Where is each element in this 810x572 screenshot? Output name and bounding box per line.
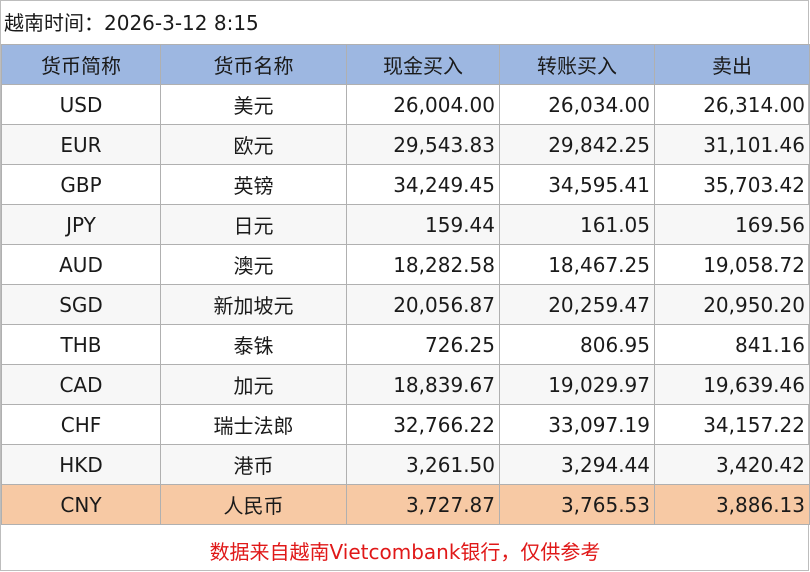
table-row: GBP 英镑 34,249.45 34,595.41 35,703.42 <box>1 164 810 205</box>
currency-code-cell: CNY <box>1 484 161 525</box>
sell-cell: 31,101.46 <box>654 124 810 165</box>
sell-cell: 3,420.42 <box>654 444 810 485</box>
header-transfer-buy: 转账买入 <box>499 44 655 85</box>
cash-buy-cell: 726.25 <box>346 324 500 365</box>
currency-code-cell: EUR <box>1 124 161 165</box>
cash-buy-cell: 29,543.83 <box>346 124 500 165</box>
currency-name-cell: 美元 <box>160 84 347 125</box>
exchange-rate-table: 货币简称 货币名称 现金买入 转账买入 卖出 USD 美元 26,004.00 … <box>1 44 810 525</box>
currency-name-cell: 新加坡元 <box>160 284 347 325</box>
table-row: CAD 加元 18,839.67 19,029.97 19,639.46 <box>1 364 810 405</box>
sell-cell: 35,703.42 <box>654 164 810 205</box>
sell-cell: 841.16 <box>654 324 810 365</box>
transfer-buy-cell: 29,842.25 <box>499 124 655 165</box>
sell-cell: 34,157.22 <box>654 404 810 445</box>
sell-cell: 169.56 <box>654 204 810 245</box>
cash-buy-cell: 34,249.45 <box>346 164 500 205</box>
transfer-buy-cell: 20,259.47 <box>499 284 655 325</box>
cash-buy-cell: 159.44 <box>346 204 500 245</box>
currency-name-cell: 英镑 <box>160 164 347 205</box>
table-row: JPY 日元 159.44 161.05 169.56 <box>1 204 810 245</box>
cash-buy-cell: 26,004.00 <box>346 84 500 125</box>
table-row: THB 泰铢 726.25 806.95 841.16 <box>1 324 810 365</box>
header-cash-buy: 现金买入 <box>346 44 500 85</box>
header-sell: 卖出 <box>654 44 810 85</box>
transfer-buy-cell: 18,467.25 <box>499 244 655 285</box>
sell-cell: 26,314.00 <box>654 84 810 125</box>
table-row: EUR 欧元 29,543.83 29,842.25 31,101.46 <box>1 124 810 165</box>
sell-cell: 20,950.20 <box>654 284 810 325</box>
currency-name-cell: 泰铢 <box>160 324 347 365</box>
currency-name-cell: 瑞士法郎 <box>160 404 347 445</box>
cash-buy-cell: 20,056.87 <box>346 284 500 325</box>
currency-code-cell: USD <box>1 84 161 125</box>
currency-code-cell: GBP <box>1 164 161 205</box>
cash-buy-cell: 18,282.58 <box>346 244 500 285</box>
sell-cell: 3,886.13 <box>654 484 810 525</box>
currency-code-cell: CHF <box>1 404 161 445</box>
transfer-buy-cell: 3,765.53 <box>499 484 655 525</box>
table-header-row: 货币简称 货币名称 现金买入 转账买入 卖出 <box>1 44 810 85</box>
currency-name-cell: 人民币 <box>160 484 347 525</box>
table-row: SGD 新加坡元 20,056.87 20,259.47 20,950.20 <box>1 284 810 325</box>
cash-buy-cell: 32,766.22 <box>346 404 500 445</box>
currency-code-cell: CAD <box>1 364 161 405</box>
transfer-buy-cell: 161.05 <box>499 204 655 245</box>
table-row: CHF 瑞士法郎 32,766.22 33,097.19 34,157.22 <box>1 404 810 445</box>
cash-buy-cell: 18,839.67 <box>346 364 500 405</box>
source-note: 数据来自越南Vietcombank银行，仅供参考 <box>209 540 601 564</box>
transfer-buy-cell: 3,294.44 <box>499 444 655 485</box>
cash-buy-cell: 3,261.50 <box>346 444 500 485</box>
page-title: 越南时间：2026-3-12 8:15 <box>4 11 259 35</box>
transfer-buy-cell: 33,097.19 <box>499 404 655 445</box>
currency-code-cell: HKD <box>1 444 161 485</box>
cash-buy-cell: 3,727.87 <box>346 484 500 525</box>
header-currency-name: 货币名称 <box>160 44 347 85</box>
table-row: AUD 澳元 18,282.58 18,467.25 19,058.72 <box>1 244 810 285</box>
currency-name-cell: 欧元 <box>160 124 347 165</box>
table-row-highlighted: CNY 人民币 3,727.87 3,765.53 3,886.13 <box>1 484 810 525</box>
currency-name-cell: 日元 <box>160 204 347 245</box>
sell-cell: 19,639.46 <box>654 364 810 405</box>
table-row: HKD 港币 3,261.50 3,294.44 3,420.42 <box>1 444 810 485</box>
transfer-buy-cell: 806.95 <box>499 324 655 365</box>
currency-name-cell: 澳元 <box>160 244 347 285</box>
currency-code-cell: SGD <box>1 284 161 325</box>
transfer-buy-cell: 26,034.00 <box>499 84 655 125</box>
header-currency-code: 货币简称 <box>1 44 161 85</box>
currency-name-cell: 加元 <box>160 364 347 405</box>
currency-name-cell: 港币 <box>160 444 347 485</box>
transfer-buy-cell: 34,595.41 <box>499 164 655 205</box>
sell-cell: 19,058.72 <box>654 244 810 285</box>
table-row: USD 美元 26,004.00 26,034.00 26,314.00 <box>1 84 810 125</box>
currency-code-cell: THB <box>1 324 161 365</box>
currency-code-cell: AUD <box>1 244 161 285</box>
currency-code-cell: JPY <box>1 204 161 245</box>
transfer-buy-cell: 19,029.97 <box>499 364 655 405</box>
